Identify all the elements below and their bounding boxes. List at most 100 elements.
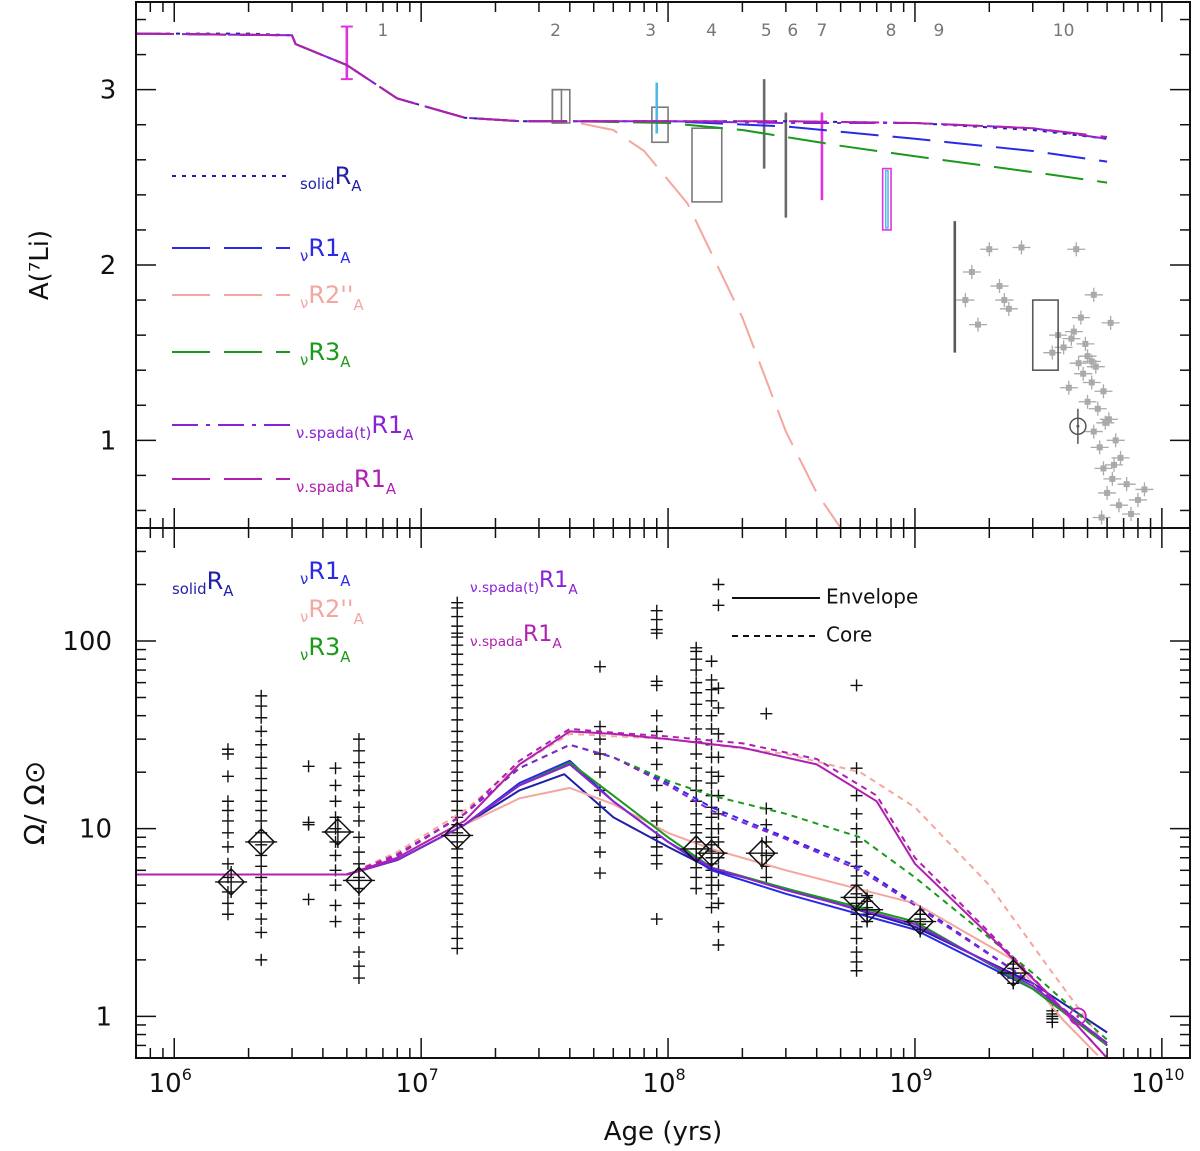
rotation-star-marker [255, 725, 268, 738]
y-axis-label: Ω/ Ω⊙ [18, 761, 51, 846]
rotation-star-marker [712, 599, 725, 612]
rotation-star-marker [690, 774, 703, 787]
rotation-star-marker [352, 801, 365, 814]
field-star-point [1107, 319, 1114, 326]
legend-label-pre: solid [300, 175, 335, 193]
rotation-star-marker [850, 789, 863, 802]
bottom-legend-label-sub: A [340, 572, 351, 590]
field-star-point [1084, 353, 1091, 360]
field-star-point [968, 269, 975, 276]
rotation-star-marker [451, 920, 464, 933]
x-tick-label: 108 [642, 1065, 685, 1099]
rotation-star-marker [712, 879, 725, 892]
legend-label-pre: ν.spada [296, 478, 354, 496]
rotation-star-marker [221, 795, 234, 808]
y-tick-label: 1 [100, 426, 117, 456]
legend-label-main: R [335, 162, 352, 190]
bottom-legend-label: νR2''A [300, 595, 364, 628]
field-star-point [1070, 328, 1077, 335]
rotation-star-marker [352, 926, 365, 939]
median-diamond-cross [904, 905, 937, 938]
rotation-star-marker [255, 814, 268, 827]
legend-label: ν.spadaR1A [296, 465, 397, 498]
rotation-star-marker [451, 725, 464, 738]
rotation-star-marker [850, 946, 863, 959]
rotation-star-marker [255, 871, 268, 884]
rotation-star-marker [650, 604, 663, 617]
field-star-point [1102, 419, 1109, 426]
rotation-star-marker [593, 867, 606, 880]
rotation-star-marker [451, 679, 464, 692]
rotation-model-line [136, 759, 1108, 1044]
rotation-star-marker [712, 751, 725, 764]
rotation-star-marker [850, 920, 863, 933]
bottom-legend-label-sub: A [552, 636, 562, 652]
field-star-point [1096, 444, 1103, 451]
bottom-legend-label: νR3A [300, 633, 351, 666]
cluster-label: 2 [550, 21, 561, 41]
field-star-point [1112, 437, 1119, 444]
cluster-label: 8 [886, 21, 897, 41]
legend-label: νR2''A [300, 281, 364, 314]
cluster-label: 1 [377, 21, 388, 41]
rotation-star-marker [705, 709, 718, 722]
rotation-star-marker [302, 816, 315, 829]
rotation-star-marker [850, 679, 863, 692]
legend-label-main: R1 [371, 411, 403, 439]
rotation-star-marker [221, 840, 234, 853]
median-diamond-cross [321, 816, 354, 849]
rotation-star-marker [451, 596, 464, 609]
legend-label-sub: A [386, 480, 397, 498]
x-tick-label: 107 [396, 1065, 439, 1099]
rotation-star-marker [705, 777, 718, 790]
rotation-model-line [136, 727, 1108, 1058]
y-axis-label: A(⁷Li) [25, 230, 55, 300]
rotation-star-marker [302, 893, 315, 906]
plot-frame [135, 1, 1191, 1059]
bottom-legend-label-sub: A [568, 582, 578, 598]
rotation-star-marker [650, 675, 663, 688]
x-tick-exponent: 9 [922, 1065, 932, 1084]
bottom-legend-label-sub: A [353, 610, 364, 628]
bottom-legend-label-main: R [207, 567, 224, 595]
field-star-point [996, 283, 1003, 290]
legend-label-pre: ν.spada(t) [296, 424, 371, 442]
rotation-star-marker [690, 807, 703, 820]
rotation-star-marker [850, 822, 863, 835]
rotation-star-marker [712, 701, 725, 714]
rotation-star-marker [255, 689, 268, 702]
rotation-star-marker [690, 641, 703, 654]
field-star-point [1094, 405, 1101, 412]
rotation-star-marker [712, 835, 725, 848]
legend-label-pre: ν [300, 351, 308, 369]
rotation-star-marker [451, 735, 464, 748]
rotation-star-marker [593, 766, 606, 779]
field-star-point [1077, 314, 1084, 321]
rotation-star-marker [352, 733, 365, 746]
x-tick-label: 106 [149, 1065, 192, 1099]
cluster-lithium-box [651, 106, 669, 144]
rotation-star-marker [705, 655, 718, 668]
rotation-star-marker [329, 779, 342, 792]
rotation-star-marker [712, 920, 725, 933]
field-star-point [1141, 486, 1148, 493]
field-star-point [1018, 244, 1025, 251]
rotation-star-marker [850, 835, 863, 848]
bottom-legend-label-sub: A [223, 582, 234, 600]
rotation-star-marker [690, 818, 703, 831]
median-diamond-cross [851, 893, 884, 926]
field-star-point [1049, 349, 1056, 356]
rotation-star-marker [760, 871, 773, 884]
x-tick-base: 10 [889, 1069, 922, 1099]
rotation-star-marker [593, 660, 606, 673]
rotation-star-marker [255, 953, 268, 966]
rotation-star-marker [451, 908, 464, 921]
rotation-star-marker [451, 932, 464, 945]
bottom-legend-label-pre: ν [300, 570, 308, 588]
legend-label-main: R3 [308, 338, 340, 366]
bottom-legend-label: ν.spadaR1A [470, 622, 562, 652]
cluster-lithium-box [1031, 299, 1059, 372]
rotation-star-marker [690, 709, 703, 722]
rotation-panel [136, 578, 1108, 1058]
median-diamond-cross [997, 957, 1030, 990]
